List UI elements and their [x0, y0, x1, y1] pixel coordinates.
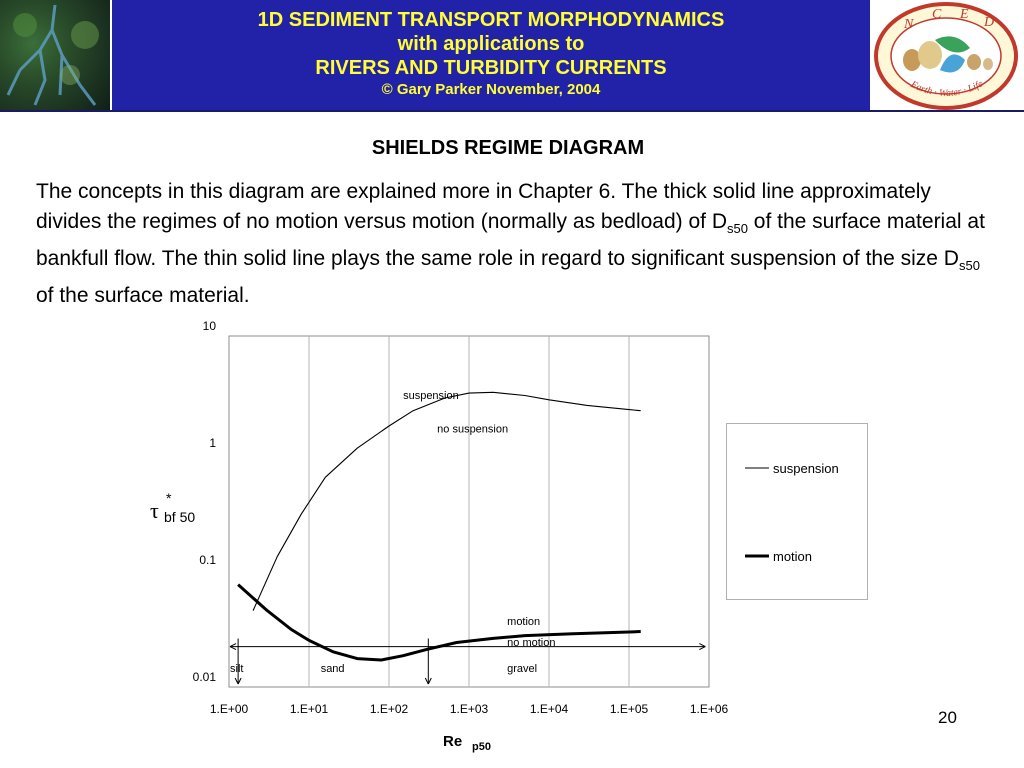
logo-letter-d: D: [983, 15, 994, 30]
logo-pebble-4: [983, 58, 993, 70]
grid-lines: [308, 336, 630, 687]
y-axis-label: τ: [150, 498, 159, 523]
logo-water: [940, 54, 965, 73]
y-tick-label: 0.01: [193, 670, 217, 684]
y-axis-label-subscript: bf 50: [164, 509, 195, 525]
annotation-layer: suspension no suspension motion no motion si…: [229, 390, 706, 685]
logo-letter-n: N: [903, 17, 914, 32]
nced-logo-icon: N C E D Earth · Water · Life: [874, 2, 1018, 110]
x-tick-label: 1.E+01: [290, 702, 329, 716]
annotation-motion: motion: [507, 616, 540, 628]
x-tick-label: 1.E+05: [610, 702, 649, 716]
y-axis-label-superscript: *: [166, 490, 172, 506]
series-line-suspension: [252, 391, 641, 611]
delta-image: [6, 4, 99, 106]
x-tick-label: 1.E+03: [450, 702, 489, 716]
chart-legend: suspension motion: [726, 423, 868, 600]
logo-leaf: [935, 36, 970, 53]
slide-title: SHIELDS REGIME DIAGRAM: [371, 137, 645, 159]
logo-pebble-2: [918, 41, 942, 69]
series-layer: [237, 391, 641, 662]
logo-pebble-1: [903, 49, 921, 71]
course-title-line3: RIVERS AND TURBIDITY CURRENTS: [315, 57, 667, 79]
series-line-motion: [237, 583, 641, 662]
x-axis-label-subscript: p50: [472, 741, 491, 753]
annotation-gravel: gravel: [507, 663, 537, 675]
nced-logo: N C E D Earth · Water · Life: [870, 0, 1024, 112]
tick-labels: 1.E+00 1.E+01 1.E+02 1.E+03 1.E+04 1.E+05 1.E+…: [193, 319, 729, 716]
x-tick-label: 1.E+02: [370, 702, 409, 716]
header-satellite-image: [0, 0, 110, 110]
paragraph-text-1: The concepts in this diagram are explain…: [36, 180, 931, 233]
body-paragraph: The concepts in this diagram are explain…: [36, 177, 996, 311]
logo-letter-e: E: [959, 7, 969, 22]
legend-suspension-label: suspension: [773, 461, 839, 476]
header-bar: 1D SEDIMENT TRANSPORT MORPHODYNAMICS wit…: [0, 0, 1024, 112]
legend-svg: suspension motion: [745, 461, 839, 564]
annotation-silt: silt: [230, 663, 243, 675]
logo-letter-c: C: [932, 7, 942, 22]
annotation-suspension: suspension: [403, 390, 459, 402]
axis-labels: Re p50 τ * bf 50: [150, 490, 491, 753]
regime-boundary-arrowhead-2: [424, 677, 432, 685]
paragraph-sub-2: s50: [958, 258, 980, 274]
y-tick-label: 1: [209, 436, 216, 450]
paragraph-text-3: of the surface material.: [36, 284, 250, 308]
annotation-no-motion: no motion: [507, 637, 555, 649]
x-tick-label: 1.E+06: [690, 702, 729, 716]
x-axis-label: Re: [443, 733, 462, 750]
legend-motion-label: motion: [773, 549, 812, 564]
header-divider: [0, 110, 1024, 112]
y-tick-label: 0.1: [199, 553, 216, 567]
regime-boundary-arrowhead-1: [234, 677, 242, 685]
header-banner: 1D SEDIMENT TRANSPORT MORPHODYNAMICS wit…: [112, 0, 870, 110]
y-tick-label: 10: [203, 319, 217, 333]
course-title-line1: 1D SEDIMENT TRANSPORT MORPHODYNAMICS: [257, 9, 725, 31]
logo-pebble-3: [967, 54, 981, 70]
paragraph-text-2: of the surface material at bankfull flow…: [36, 210, 985, 271]
annotation-no-suspension: no suspension: [437, 423, 508, 435]
x-tick-label: 1.E+04: [530, 702, 569, 716]
x-tick-label: 1.E+00: [210, 702, 249, 716]
paragraph-sub-1: s50: [727, 221, 748, 237]
course-title-line2: with applications to: [397, 33, 585, 55]
page-number: 20: [938, 708, 957, 727]
annotation-sand: sand: [321, 663, 345, 675]
copyright-line: © Gary Parker November, 2004: [381, 81, 601, 98]
regime-arrow-left-head: [229, 643, 237, 651]
regime-arrow-right-head: [699, 643, 706, 651]
